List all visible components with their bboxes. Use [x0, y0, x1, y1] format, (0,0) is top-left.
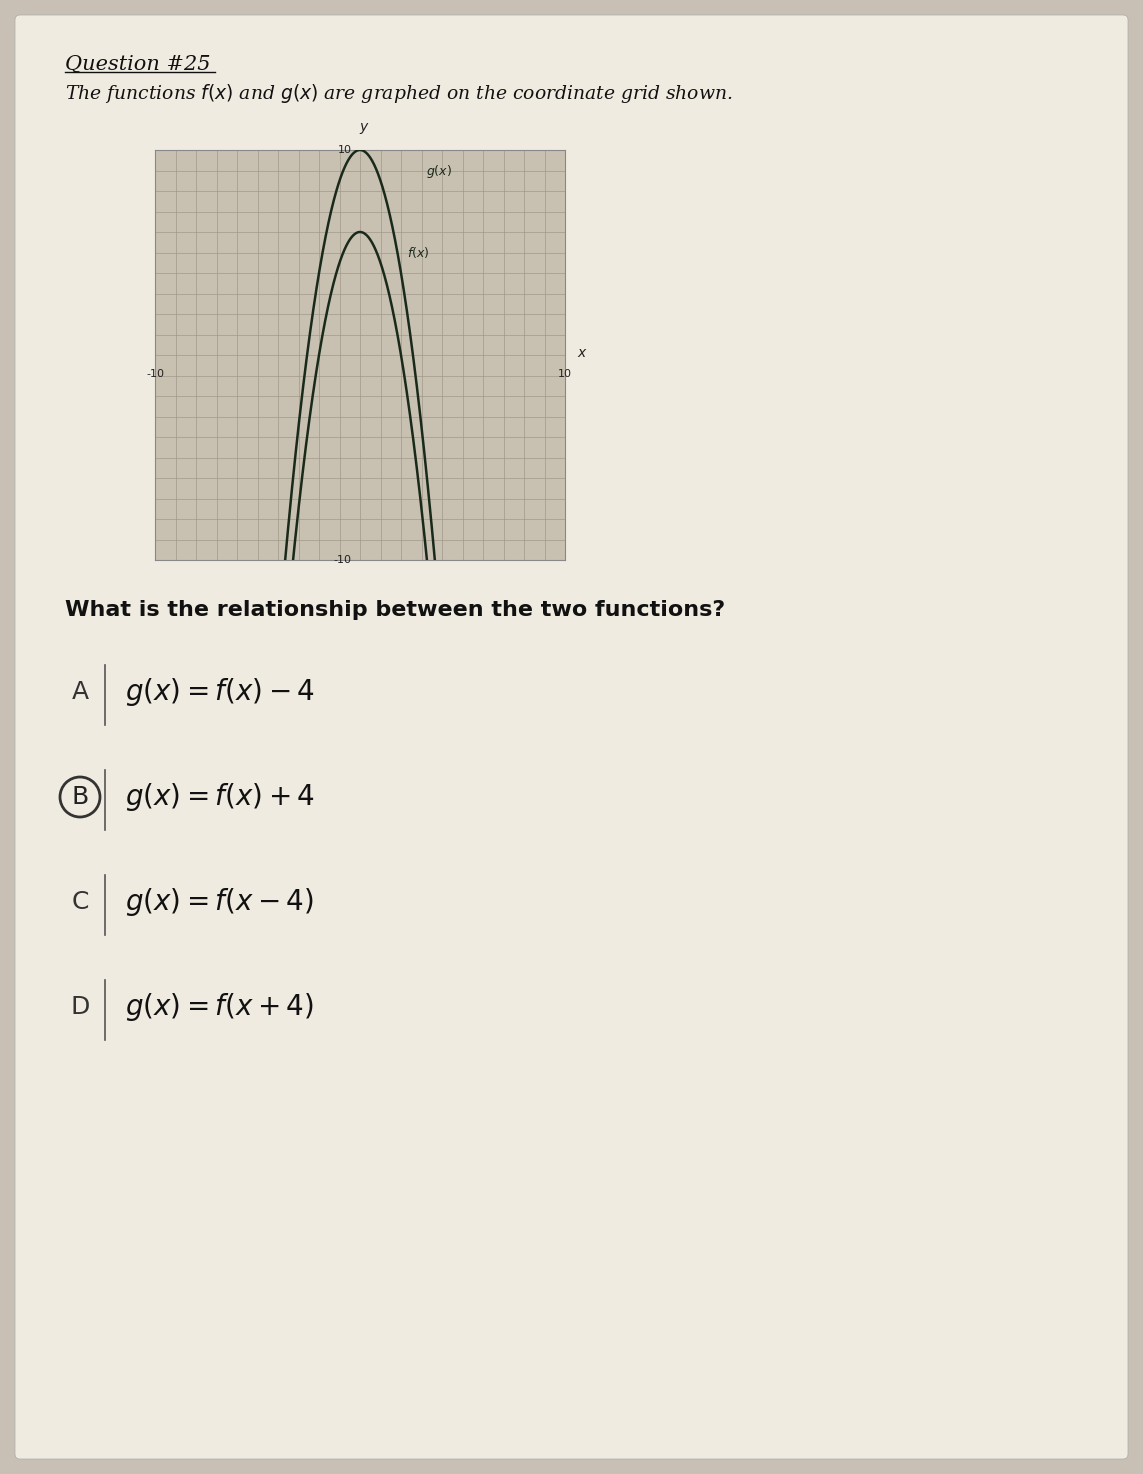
Text: $y$: $y$: [359, 121, 369, 136]
FancyBboxPatch shape: [15, 15, 1128, 1459]
Text: A: A: [71, 680, 88, 705]
Text: $x$: $x$: [577, 346, 588, 360]
Text: B: B: [71, 786, 89, 809]
Text: Question #25: Question #25: [65, 55, 210, 74]
Text: $g(x) = f(x) + 4$: $g(x) = f(x) + 4$: [125, 781, 314, 814]
Text: 10: 10: [338, 144, 352, 155]
Text: -10: -10: [146, 370, 163, 379]
Text: What is the relationship between the two functions?: What is the relationship between the two…: [65, 600, 726, 621]
Text: $g(x)$: $g(x)$: [425, 162, 451, 180]
Text: C: C: [71, 890, 89, 914]
Text: D: D: [71, 995, 89, 1019]
Text: The functions $f(x)$ and $g(x)$ are graphed on the coordinate grid shown.: The functions $f(x)$ and $g(x)$ are grap…: [65, 83, 733, 105]
Text: $f(x)$: $f(x)$: [407, 245, 430, 259]
Text: 10: 10: [558, 370, 572, 379]
Text: $g(x) = f(x + 4)$: $g(x) = f(x + 4)$: [125, 991, 314, 1023]
Text: -10: -10: [334, 556, 352, 565]
Text: $g(x) = f(x) - 4$: $g(x) = f(x) - 4$: [125, 677, 314, 708]
Text: $g(x) = f(x - 4)$: $g(x) = f(x - 4)$: [125, 886, 314, 918]
